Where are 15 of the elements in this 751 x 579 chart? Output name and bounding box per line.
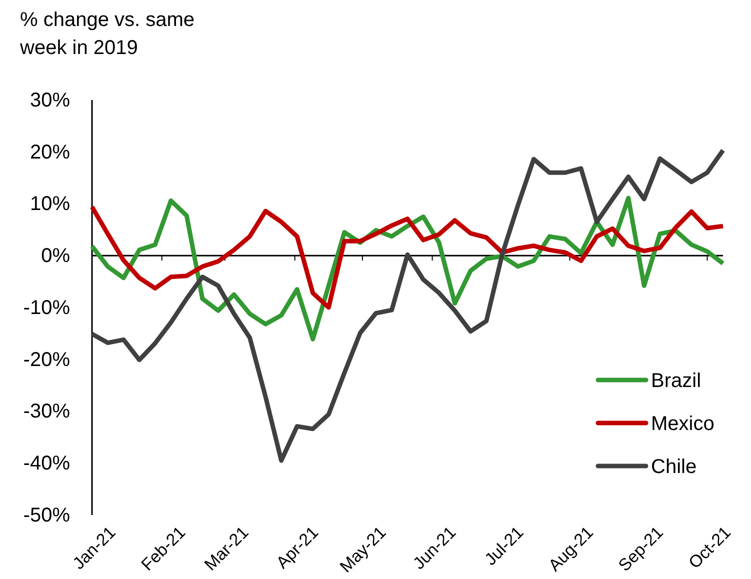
y-tick-label: 10% (30, 193, 70, 216)
y-tick-label: -20% (23, 348, 70, 371)
legend-label: Chile (651, 456, 697, 478)
y-tick-label: -40% (23, 452, 70, 475)
legend-label: Mexico (651, 413, 714, 435)
y-tick-label: 0% (41, 245, 70, 268)
y-tick-label: -50% (23, 504, 70, 526)
y-tick-label: 20% (30, 141, 70, 164)
legend-label: Brazil (651, 370, 702, 392)
y-axis-title: % change vs. same week in 2019 (19, 9, 195, 59)
y-tick-label: 30% (30, 89, 70, 112)
line-series (90, 196, 726, 342)
y-tick-label: -10% (23, 296, 70, 319)
line-series (90, 204, 726, 310)
y-tick-label: -30% (23, 400, 70, 423)
